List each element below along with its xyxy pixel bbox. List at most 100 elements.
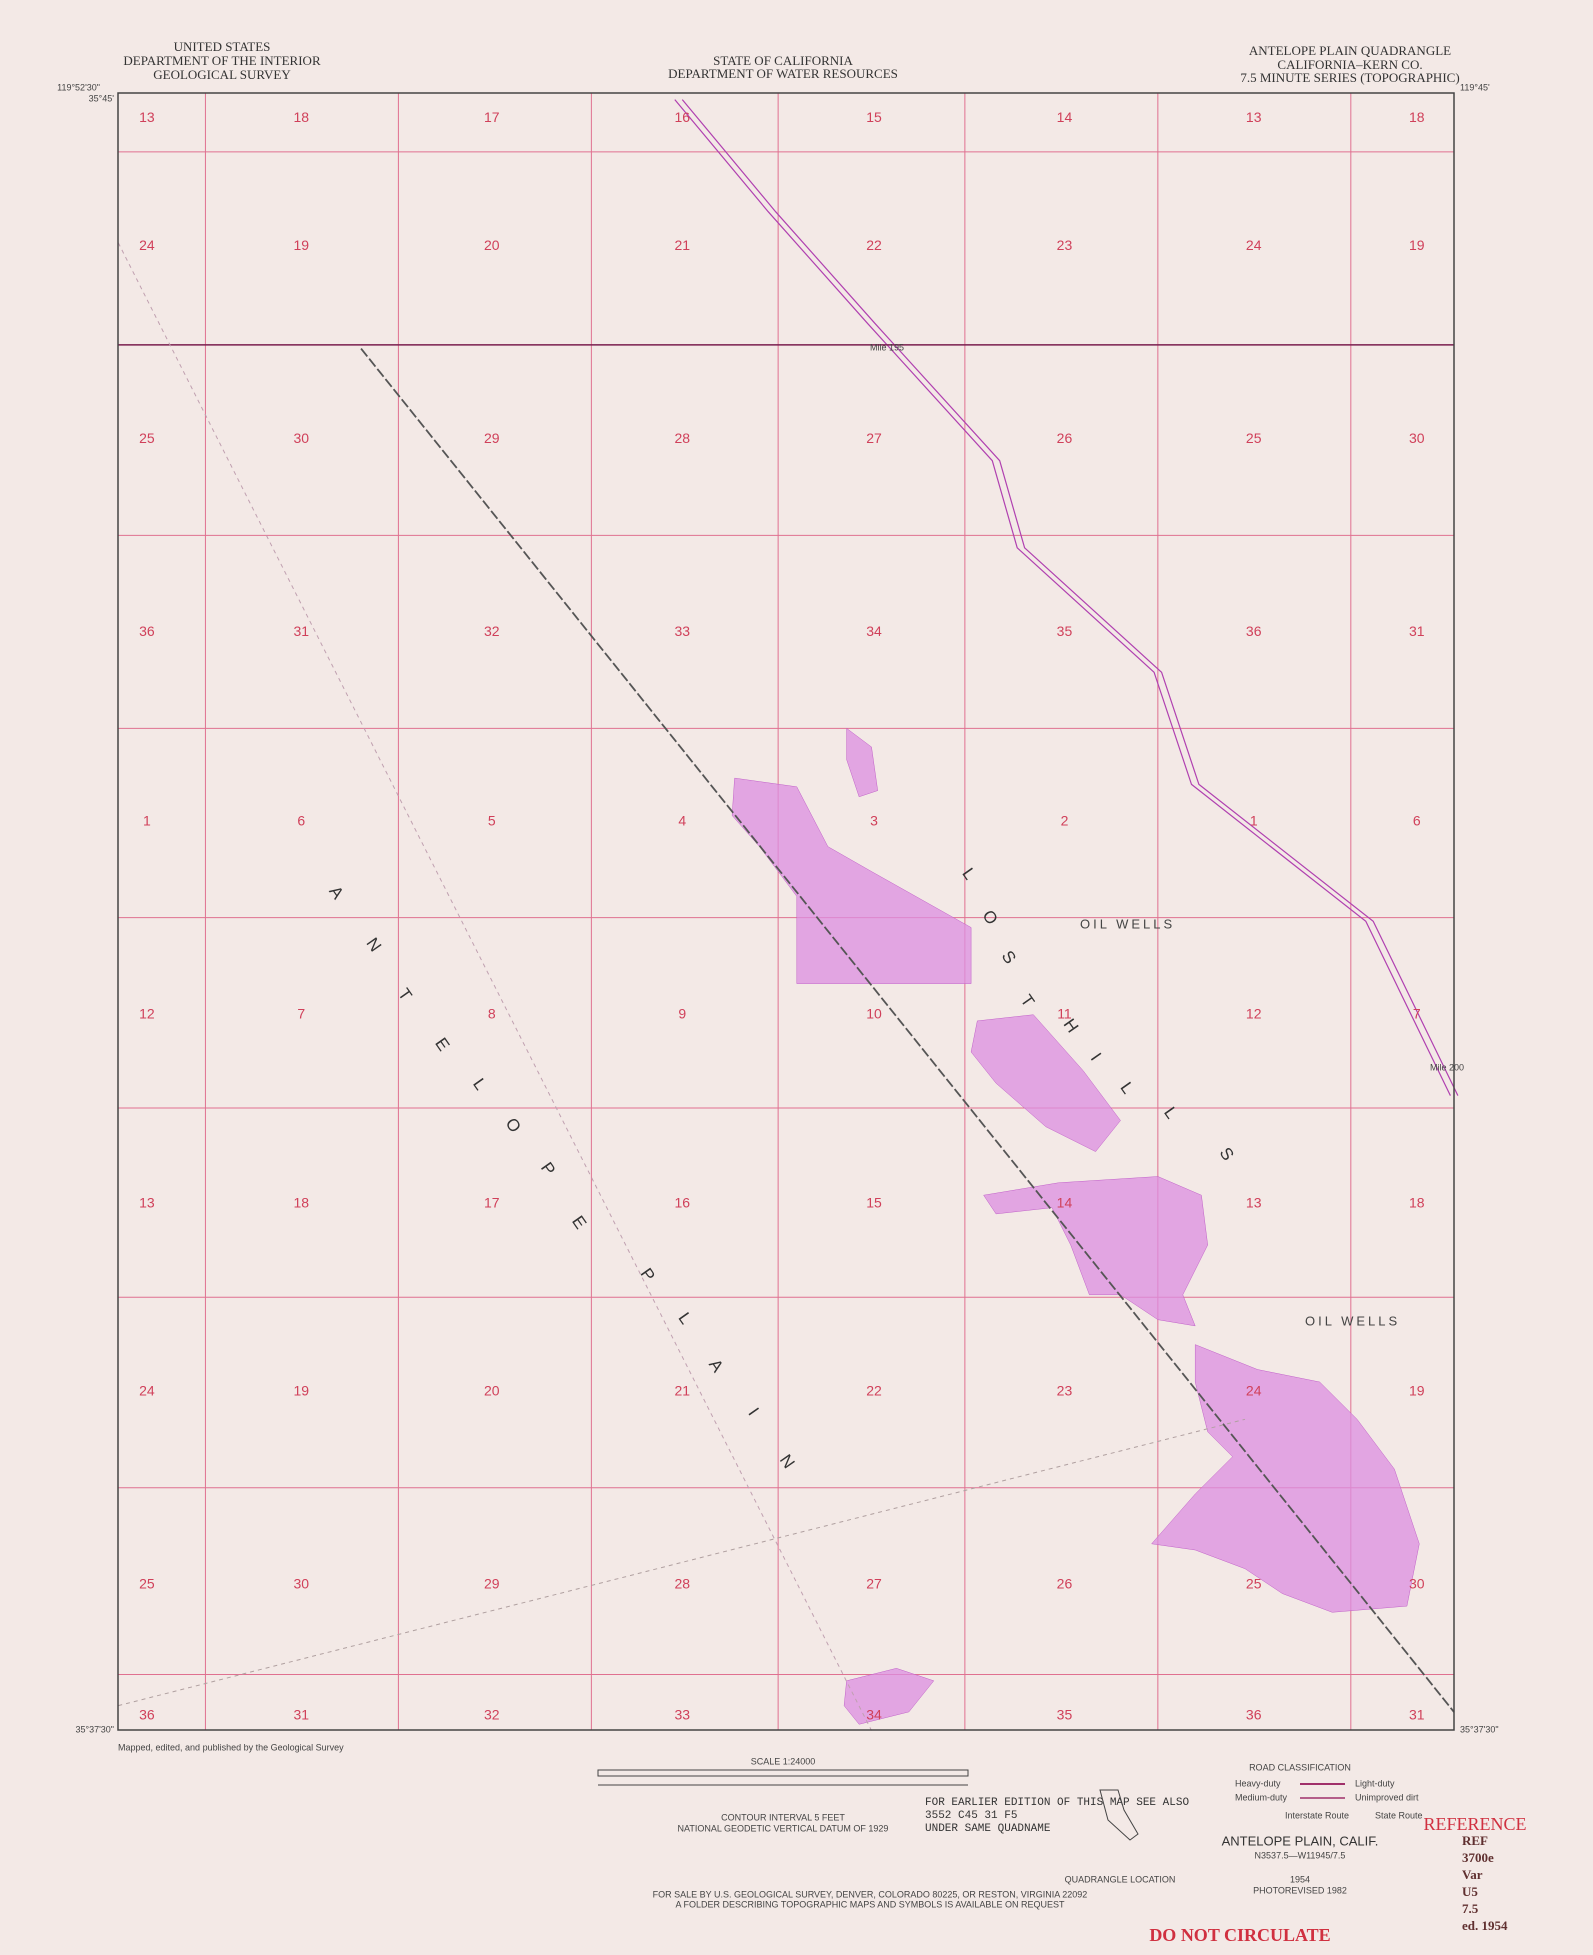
road-class: Light-duty	[1355, 1778, 1395, 1788]
section-number: 13	[139, 1195, 155, 1211]
section-number: 8	[488, 1005, 496, 1021]
section-number: 34	[866, 623, 882, 639]
mile-label: Mile 195	[870, 342, 904, 352]
built-up-area	[843, 1668, 935, 1725]
scale-bar	[597, 1769, 969, 1777]
reference-stamp: REFERENCE	[1423, 1814, 1526, 1834]
section-number: 12	[1246, 1005, 1262, 1021]
stamp-text: U5	[1462, 1884, 1478, 1899]
corner-label: 35°37'30"	[1460, 1724, 1499, 1734]
section-number: 4	[678, 812, 686, 828]
scale-label: SCALE 1:24000	[751, 1756, 816, 1766]
road-class: Medium-duty	[1235, 1792, 1288, 1802]
section-number: 30	[1409, 1576, 1425, 1592]
section-number: 21	[674, 237, 690, 253]
stamp-text: 7.5	[1462, 1901, 1479, 1916]
section-number: 24	[139, 237, 155, 253]
contour-label: CONTOUR INTERVAL 5 FEET	[721, 1812, 845, 1822]
pipeline	[117, 242, 872, 1731]
corner-label: 119°52'30"	[57, 82, 100, 92]
section-number: 18	[1409, 1195, 1425, 1211]
section-number: 20	[484, 1383, 500, 1399]
road-class: Unimproved dirt	[1355, 1792, 1419, 1802]
section-number: 13	[1246, 109, 1262, 125]
stamp-text: ed. 1954	[1462, 1918, 1508, 1933]
section-number: 19	[1409, 1383, 1425, 1399]
section-number: 20	[484, 237, 500, 253]
section-number: 33	[674, 623, 690, 639]
section-number: 19	[294, 237, 310, 253]
section-number: 26	[1057, 1576, 1073, 1592]
stamp-text: 3700e	[1462, 1850, 1494, 1865]
built-up-area	[970, 1014, 1121, 1152]
location-label: QUADRANGLE LOCATION	[1065, 1874, 1176, 1884]
earlier-note: UNDER SAME QUADNAME	[925, 1823, 1051, 1835]
header-text: UNITED STATES	[174, 39, 271, 54]
section-number: 11	[1057, 1005, 1072, 1021]
sale-note: FOR SALE BY U.S. GEOLOGICAL SURVEY, DENV…	[653, 1889, 1088, 1899]
section-number: 1	[143, 812, 151, 828]
section-number: 36	[1246, 623, 1262, 639]
section-number: 14	[1057, 109, 1073, 125]
section-number: 35	[1057, 623, 1073, 639]
section-number: 10	[866, 1005, 882, 1021]
header-text: GEOLOGICAL SURVEY	[153, 67, 291, 82]
section-number: 12	[139, 1005, 155, 1021]
folder-note: A FOLDER DESCRIBING TOPOGRAPHIC MAPS AND…	[676, 1899, 1065, 1909]
stamp-text: REF	[1462, 1833, 1488, 1848]
section-number: 18	[294, 1195, 310, 1211]
section-number: 7	[1413, 1005, 1421, 1021]
header-text: CALIFORNIA–KERN CO.	[1277, 57, 1422, 72]
road-class: State Route	[1375, 1810, 1423, 1820]
section-number: 18	[294, 109, 310, 125]
header-text: DEPARTMENT OF THE INTERIOR	[123, 53, 321, 68]
do-not-circulate-stamp: DO NOT CIRCULATE	[1149, 1925, 1330, 1945]
built-up-area	[731, 777, 972, 984]
credit: Mapped, edited, and published by the Geo…	[118, 1742, 344, 1752]
section-number: 36	[139, 623, 155, 639]
section-number: 19	[294, 1383, 310, 1399]
datum-label: NATIONAL GEODETIC VERTICAL DATUM OF 1929	[678, 1823, 889, 1833]
section-number: 35	[1057, 1706, 1073, 1722]
section-number: 25	[139, 430, 155, 446]
section-number: 17	[484, 1195, 500, 1211]
section-number: 14	[1057, 1195, 1073, 1211]
section-number: 22	[866, 237, 882, 253]
section-number: 23	[1057, 237, 1073, 253]
section-number: 24	[139, 1383, 155, 1399]
header-text: 7.5 MINUTE SERIES (TOPOGRAPHIC)	[1240, 70, 1459, 85]
section-number: 28	[674, 1576, 690, 1592]
section-number: 32	[484, 1706, 500, 1722]
section-number: 15	[866, 109, 882, 125]
section-number: 7	[297, 1005, 305, 1021]
section-number: 6	[297, 812, 305, 828]
section-number: 15	[866, 1195, 882, 1211]
section-number: 13	[139, 109, 155, 125]
section-number: 1	[1250, 812, 1258, 828]
corner-label: 35°37'30"	[75, 1724, 114, 1734]
neatline	[117, 92, 1455, 1731]
header-title: ANTELOPE PLAIN QUADRANGLE	[1249, 43, 1451, 58]
section-number: 3	[870, 812, 878, 828]
pipeline	[118, 1418, 1246, 1707]
corner-label: 119°45'	[1460, 82, 1490, 92]
section-number: 31	[294, 623, 310, 639]
road-class: Heavy-duty	[1235, 1778, 1281, 1788]
edition-year: 1954	[1290, 1874, 1310, 1884]
section-number: 33	[674, 1706, 690, 1722]
section-number: 2	[1061, 812, 1069, 828]
section-number: 31	[1409, 1706, 1425, 1722]
stamp-text: Var	[1462, 1867, 1483, 1882]
quad-code: N3537.5—W11945/7.5	[1255, 1850, 1346, 1860]
section-number: 16	[674, 1195, 690, 1211]
road-title: ROAD CLASSIFICATION	[1249, 1762, 1351, 1772]
header-text: DEPARTMENT OF WATER RESOURCES	[668, 66, 898, 81]
map-layers	[117, 93, 1459, 1731]
aqueduct	[674, 99, 1451, 1096]
section-number: 5	[488, 812, 496, 828]
section-number: 6	[1413, 812, 1421, 828]
section-number: 9	[678, 1005, 686, 1021]
